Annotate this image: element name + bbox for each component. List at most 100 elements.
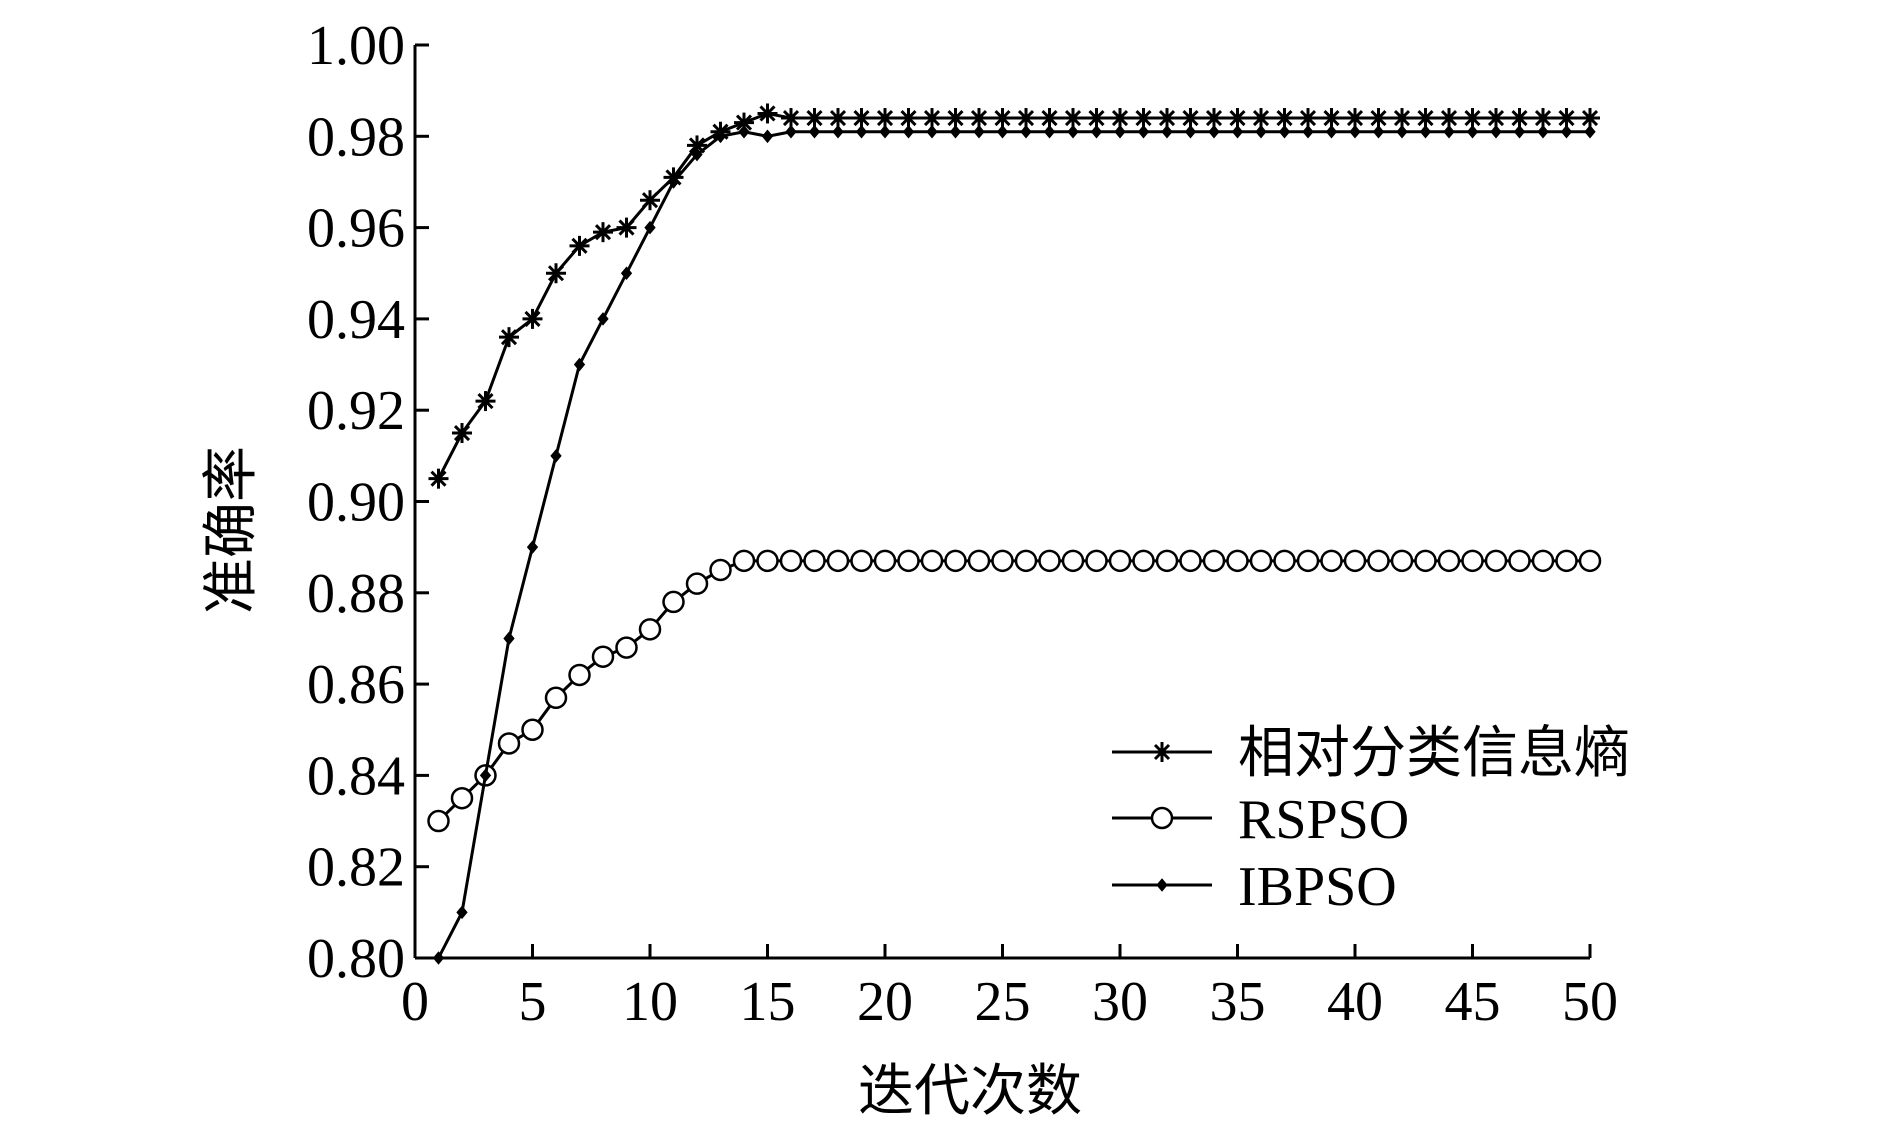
x-tick-label: 50 <box>1562 971 1618 1033</box>
data-point <box>522 308 543 329</box>
data-point <box>428 468 449 489</box>
data-point <box>804 108 825 129</box>
x-tick-label: 10 <box>622 971 678 1033</box>
data-point <box>521 718 544 741</box>
data-point <box>1584 124 1596 139</box>
data-point <box>1202 549 1226 573</box>
data-point <box>991 549 1014 573</box>
data-point <box>569 235 590 256</box>
data-point <box>1320 549 1343 573</box>
data-point <box>1437 549 1461 573</box>
data-point <box>526 540 539 554</box>
legend-item: RSPSO <box>1112 789 1409 851</box>
series-line <box>437 111 1590 480</box>
data-point <box>427 809 450 833</box>
y-tick-label: 0.94 <box>307 289 405 351</box>
data-point <box>1133 108 1154 129</box>
data-point <box>1484 549 1508 573</box>
x-tick-label: 20 <box>857 971 913 1033</box>
data-point <box>1255 124 1267 139</box>
data-point <box>803 549 826 573</box>
data-point <box>756 549 779 573</box>
data-point <box>1085 549 1108 573</box>
data-point <box>1184 124 1197 139</box>
data-point <box>902 124 915 139</box>
data-point <box>732 549 756 573</box>
y-tick-label: 0.98 <box>307 106 405 168</box>
data-point <box>1508 549 1531 573</box>
data-point <box>944 549 967 573</box>
data-point <box>1137 124 1150 139</box>
data-point <box>898 108 919 129</box>
data-point <box>1157 108 1177 129</box>
data-point <box>1462 108 1483 129</box>
data-point <box>1466 124 1479 139</box>
data-point <box>1439 108 1459 129</box>
data-point <box>757 103 778 124</box>
data-point <box>996 124 1009 139</box>
data-point <box>1461 549 1484 573</box>
x-axis-title: 迭代次数 <box>858 1059 1082 1124</box>
legend-item: 相对分类信息熵 <box>1112 723 1630 785</box>
data-point <box>1556 108 1577 129</box>
data-point <box>638 618 662 641</box>
data-point <box>1513 124 1526 139</box>
data-point <box>499 327 519 348</box>
data-point <box>662 590 685 614</box>
data-point <box>1179 549 1202 573</box>
data-point <box>1231 124 1244 139</box>
data-point <box>644 220 656 235</box>
data-point <box>616 217 637 238</box>
data-point <box>850 549 873 573</box>
data-point <box>875 108 895 129</box>
data-point <box>432 951 445 965</box>
data-point <box>479 768 492 783</box>
data-point <box>593 222 613 243</box>
data-point <box>503 631 515 646</box>
y-tick-label: 0.90 <box>307 472 405 534</box>
data-point <box>450 786 474 810</box>
data-point <box>1325 124 1338 139</box>
data-point <box>475 391 496 412</box>
data-point <box>922 108 942 129</box>
data-point <box>1273 549 1296 573</box>
legend-label: RSPSO <box>1238 789 1409 851</box>
data-point <box>1108 549 1132 573</box>
x-tick-label: 25 <box>975 971 1031 1033</box>
data-point <box>640 190 660 211</box>
data-point <box>685 572 709 595</box>
data-point <box>1321 108 1342 129</box>
data-point <box>597 312 609 326</box>
data-point <box>544 686 568 710</box>
y-tick-label: 0.84 <box>307 745 405 807</box>
x-tick-label: 5 <box>519 971 547 1033</box>
data-point <box>573 357 586 372</box>
data-point <box>1227 108 1248 129</box>
data-point <box>949 124 962 139</box>
y-tick-label: 0.92 <box>307 380 405 442</box>
data-point <box>714 129 727 144</box>
data-point <box>779 549 803 573</box>
data-point <box>738 124 750 139</box>
y-tick-label: 1.00 <box>307 15 405 77</box>
data-point <box>1372 124 1385 139</box>
data-point <box>1251 108 1271 129</box>
data-point <box>1555 549 1578 573</box>
data-point <box>1274 108 1295 129</box>
legend-marker <box>1156 878 1168 892</box>
data-point <box>1110 108 1130 129</box>
data-point <box>851 108 872 129</box>
series-line <box>437 130 1590 959</box>
data-point <box>1020 124 1032 139</box>
data-point <box>1390 549 1414 573</box>
data-point <box>1368 108 1389 129</box>
y-tick-label: 0.82 <box>307 837 405 899</box>
y-tick-label: 0.88 <box>307 563 405 625</box>
series-dot <box>432 124 1596 965</box>
data-point <box>1038 549 1061 573</box>
data-point <box>1414 549 1437 573</box>
data-point <box>1302 124 1314 139</box>
data-point <box>1014 549 1038 573</box>
data-point <box>1086 108 1107 129</box>
